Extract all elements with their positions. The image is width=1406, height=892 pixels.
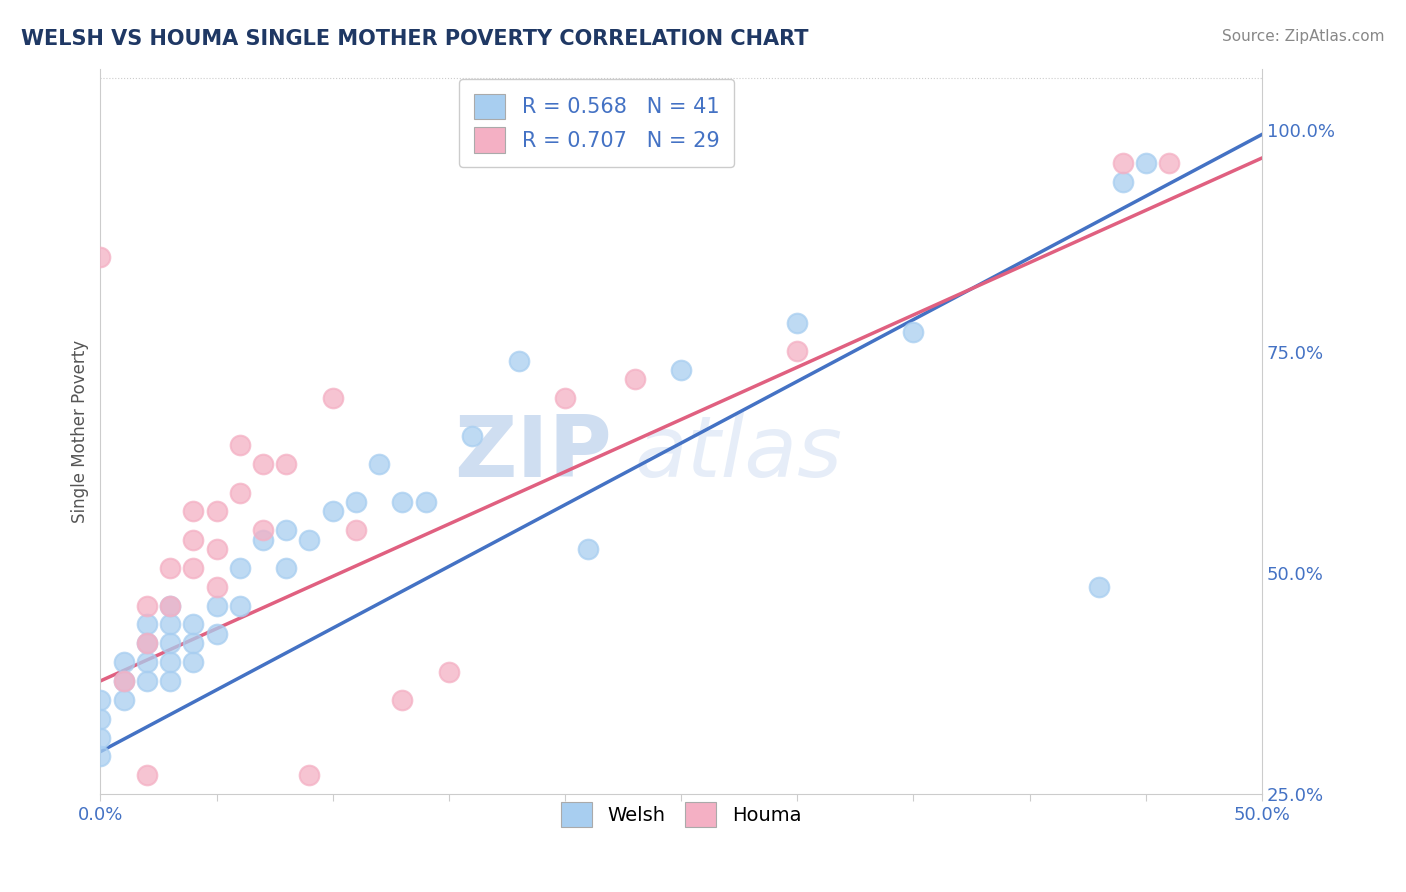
Point (135, 768, 157, 782)
Point (112, 693, 135, 707)
Point (576, 542, 599, 557)
Point (89, 749, 111, 764)
Point (1088, 580, 1111, 594)
Y-axis label: Single Mother Poverty: Single Mother Poverty (72, 340, 89, 523)
Point (181, 636, 204, 650)
Point (181, 504, 204, 518)
Point (159, 617, 181, 632)
Point (554, 392, 576, 406)
Legend: Welsh, Houma: Welsh, Houma (553, 795, 808, 835)
Point (252, 457, 274, 471)
Point (112, 655, 135, 669)
Point (508, 353, 530, 368)
Point (344, 523, 367, 537)
Point (89, 731, 111, 745)
Point (461, 429, 484, 443)
Text: ZIP: ZIP (454, 411, 612, 494)
Point (205, 599, 228, 613)
Point (437, 665, 460, 679)
Point (181, 617, 204, 632)
Point (181, 561, 204, 575)
Point (903, 326, 925, 340)
Point (1135, 155, 1157, 169)
Point (205, 627, 228, 641)
Point (181, 655, 204, 669)
Point (205, 504, 228, 518)
Point (159, 599, 181, 613)
Point (229, 485, 252, 500)
Point (229, 561, 252, 575)
Point (89, 712, 111, 726)
Point (415, 495, 437, 509)
Text: atlas: atlas (634, 411, 842, 494)
Point (669, 363, 692, 377)
Point (276, 523, 298, 537)
Point (135, 617, 157, 632)
Point (135, 673, 157, 688)
Point (391, 693, 413, 707)
Point (276, 561, 298, 575)
Point (322, 392, 344, 406)
Text: WELSH VS HOUMA SINGLE MOTHER POVERTY CORRELATION CHART: WELSH VS HOUMA SINGLE MOTHER POVERTY COR… (21, 29, 808, 48)
Point (112, 673, 135, 688)
Point (344, 495, 367, 509)
Point (205, 580, 228, 594)
Point (89, 693, 111, 707)
Point (205, 542, 228, 557)
Point (159, 636, 181, 650)
Point (623, 372, 645, 386)
Point (368, 457, 391, 471)
Point (181, 533, 204, 547)
Point (786, 344, 808, 359)
Point (135, 636, 157, 650)
Point (786, 316, 808, 330)
Point (1157, 155, 1180, 169)
Point (159, 673, 181, 688)
Point (298, 768, 321, 782)
Point (252, 533, 274, 547)
Point (391, 495, 413, 509)
Point (229, 599, 252, 613)
Point (229, 438, 252, 452)
Point (252, 523, 274, 537)
Point (135, 636, 157, 650)
Point (159, 599, 181, 613)
Point (159, 655, 181, 669)
Point (159, 561, 181, 575)
Point (276, 457, 298, 471)
Point (135, 599, 157, 613)
Point (1111, 175, 1133, 189)
Point (1111, 155, 1133, 169)
Point (89, 250, 111, 264)
Point (112, 673, 135, 688)
Text: Source: ZipAtlas.com: Source: ZipAtlas.com (1222, 29, 1385, 44)
Point (322, 504, 344, 518)
Point (135, 655, 157, 669)
Point (298, 533, 321, 547)
